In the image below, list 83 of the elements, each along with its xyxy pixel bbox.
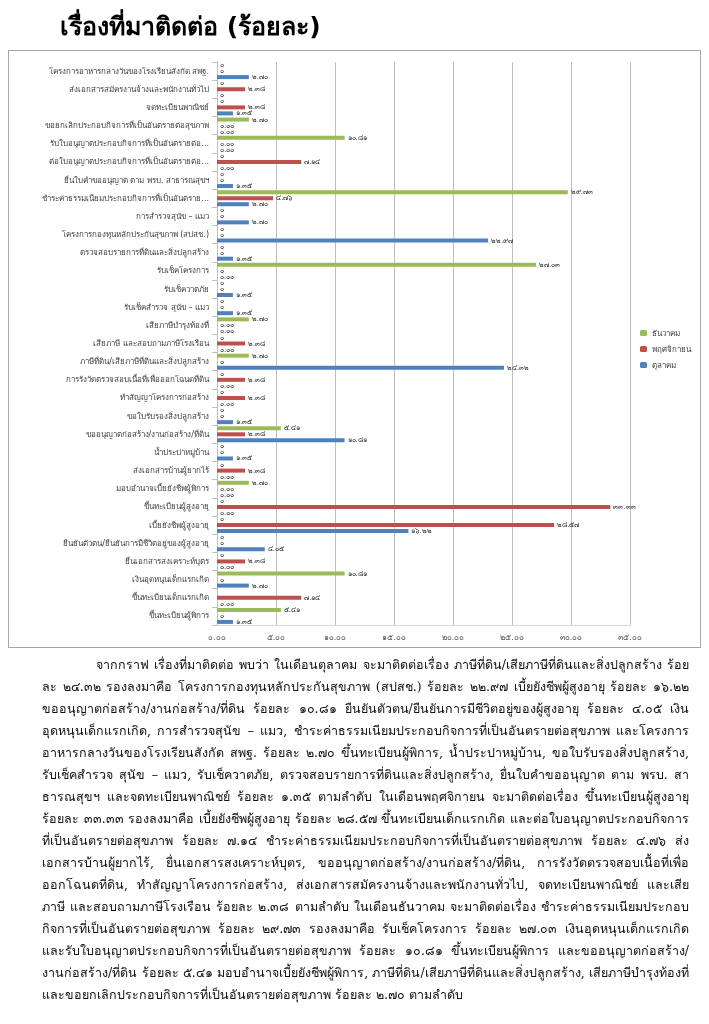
bar (217, 341, 246, 346)
bar (217, 220, 249, 225)
y-tick-label: รับเช็คโครงการ (157, 265, 210, 276)
y-tick-label: ยื่นใบคำขออนุญาต ตาม พรบ. สาธารณสุขฯ (63, 173, 209, 185)
bar (217, 559, 246, 564)
bar (217, 420, 233, 425)
bar (217, 595, 302, 600)
x-tick-label: ๓๐.๐๐ (559, 632, 583, 642)
bar (217, 583, 249, 588)
bar (217, 75, 249, 80)
x-tick-label: ๑๕.๐๐ (382, 632, 406, 642)
x-tick-label: ๒๕.๐๐ (500, 632, 524, 642)
bar (217, 87, 246, 92)
bar (217, 196, 274, 201)
bar (217, 547, 265, 552)
y-tick-label: น้ำประปาหมู่บ้าน (154, 445, 210, 458)
x-tick-label: ๓๕.๐๐ (618, 632, 642, 642)
bar (217, 190, 568, 195)
y-tick-label: ขึ้นทะเบียนผู้พิการ (149, 609, 210, 622)
bar (217, 317, 249, 322)
y-tick-label: ส่งเอกสารบ้านผู้ยากไร้ (133, 466, 210, 477)
bar (217, 619, 233, 624)
y-tick-label: เสียภาษีบำรุงท้องที่ (146, 318, 209, 330)
bar (217, 184, 233, 189)
x-tick-label: ๐.๐๐ (208, 632, 226, 642)
legend-label: พฤศจิกายน (652, 344, 692, 354)
y-tick-label: ยื่นเอกสารสงเคราะห์บุตร (125, 554, 210, 566)
x-tick-label: ๕.๐๐ (266, 632, 286, 642)
legend-label: ธันวาคม (652, 328, 680, 338)
y-tick-label: การสำรวจสุนัข – แมว (135, 211, 209, 221)
y-tick-label: ชำระค่าธรรมเนียมประกอบกิจการที่เป็นอันตราย... (42, 191, 209, 203)
bar (217, 456, 233, 461)
bar (217, 111, 233, 116)
y-tick-label: ส่งเอกสารสมัครงานจ้างและพนักงานทั่วไป (69, 82, 209, 94)
bar (217, 353, 249, 358)
y-tick-label: ตรวจสอบรายการที่ดินและสิ่งปลูกสร้าง (80, 246, 209, 259)
text: จากกราฟ เรื่องที่มาติดต่อ พบว่า ในเดือนตุลาคม จะมาติดต่อเรื่อง ภาษีที่ดิน/เสียภาษีที่ดินและสิ่งปลูกสร้าง ร้อยละ ๒๔.๓๒ รองลงมาคือ โครงการกองทุนหลักประกันสุขภาพ (สปสช.) ร้อยละ ๒๒.๙๗ เบี้ยยังชีพผู้สูงอายุ ร้อยละ ๑๖.๒๒ ขออนุญาตก่อสร้าง/งานก่อสร้าง/ที่ดิน ร้อยละ ๑๐.๘๑ ยืนยันตัวตน/ยืนยันการมีชีวิตอยู่ของผู้สูงอายุ ร้อยละ ๔.๐๕ เงินอุดหนุนเด็กแรกเกิด, การสำรวจสุนัข – แมว, ชำระค่าธรรมเนียมประกอบกิจการที่เป็นอันตรายต่อสุขภาพ และโครงการอาหารกลางวันของโรงเรียนสังกัด สพฐ. ร้อยละ ๒.๗๐ ขึ้นทะเบียนผู้พิการ, น้ำประปาหมู่บ้าน, ขอใบรับรองสิ่งปลูกสร้าง, รับเช็คสำรวจ สุนัข – แมว, รับเช็ควาตภัย, ตรวจสอบรายการที่ดินและสิ่งปลูกสร้าง, ยื่นใบคำขออนุญาต ตาม พรบ. สาธารณสุขฯ และจดทะเบียนพาณิชย์ ร้อยละ ๑.๓๕ ตามลำดับ ในเดือนพฤศจิกายน จะมาติดต่อเรื่อง ขึ้นทะเบียนผู้สูงอายุ ร้อยละ ๓๓.๓๓ รองลงมาคือ เบี้ยยังชีพผู้สูงอายุ ร้อยละ ๒๘.๕๗ ขึ้นทะเบียนเด็กแรกเกิด และต่อใบอนุญาตประกอบกิจการที่เป็นอันตรายต่อสุขภาพ ร้อยละ ๗.๑๔ ชำระค่าธรรมเนียมประกอบกิจการที่เป็นอันตรายต่อสุขภาพ ร้อยละ ๔.๗๖ ส่งเอกสารบ้านผู้ยากไร้, ยื่นเอกสารสงเคราะห์บุตร, ขออนุญาตก่อสร้าง/งานก่อสร้าง/ที่ดิน, การรังวัดตรวจสอบเนื้อที่เพื่อออกโฉนดที่ดิน, ทำสัญญาโครงการก่อสร้าง, ส่งเอกสารสมัครงานจ้างและพนักงานทั่วไป, จดทะเบียนพาณิชย์ และเสียภาษี และสอบถามภาษีโรงเรือน ร้อยละ ๒.๓๘ ตามลำดับ ในเดือนธันวาคม จะมาติดต่อเรื่อง ชำระค่าธรรมเนียมประกอบกิจการที่เป็นอันตรายต่อสุขภาพ ร้อยละ ๒๙.๗๓ รองลงมาคือ รับเช็คโครงการ ร้อยละ ๒๗.๐๓ เงินอุดหนุนเด็กแรกเกิด และรับใบอนุญาตประกอบกิจการที่เป็นอันตรายต่อสุขภาพ ร้อยละ ๑๐.๘๑ ขึ้นทะเบียนผู้พิการ และขออนุญาตก่อสร้าง/งานก่อสร้าง/ที่ดิน ร้อยละ ๕.๔๑ มอบอำนาจเบี้ยยังชีพผู้พิการ, ภาษีที่ดิน/เสียภาษีที่ดินและสิ่งปลูกสร้าง, เสียภาษีบำรุงท้องที่ และขอยกเลิกประกอบกิจการที่เป็นอันตรายต่อสุขภาพ ร้อยละ ๒.๗๐ ตามลำดับ (42, 657, 689, 1002)
bar (217, 377, 246, 382)
y-tick-label: มอบอำนาจเบี้ยยังชีพผู้พิการ (116, 482, 210, 495)
y-tick-label: รับเช็ควาตภัย (164, 283, 209, 294)
y-tick-label: รับใบอนุญาตประกอบกิจการที่เป็นอันตรายต่อ... (50, 137, 209, 149)
x-tick-label: ๒๐.๐๐ (441, 632, 465, 642)
y-tick-label: โครงการกองทุนหลักประกันสุขภาพ (สปสช.) (61, 229, 209, 240)
y-tick-label: ทำสัญญาโครงการก่อสร้าง (120, 392, 209, 403)
bar (217, 293, 233, 298)
x-tick-label: ๑๐.๐๐ (323, 632, 347, 642)
y-tick-label: รับเช็คสำรวจ สุนัข – แมว (124, 301, 209, 312)
bar (217, 607, 281, 612)
y-tick-label: จดทะเบียนพาณิชย์ (146, 101, 209, 112)
bar (217, 438, 345, 443)
bar (217, 105, 246, 110)
bar (217, 432, 246, 437)
bar (217, 202, 249, 207)
bar (217, 523, 555, 528)
y-tick-label: ขึ้นทะเบียนผู้สูงอายุ (144, 500, 209, 513)
bar (217, 529, 409, 534)
bar (217, 135, 345, 140)
bar (217, 311, 233, 316)
bar (217, 256, 233, 261)
bar (217, 238, 489, 243)
bar (217, 159, 302, 164)
bar (217, 365, 504, 370)
y-tick-label: เสียภาษี และสอบถามภาษีโรงเรือน (93, 338, 210, 348)
y-tick-label: เงินอุดหนุนเด็กแรกเกิด (132, 574, 209, 585)
y-tick-label: ขอใบรับรองสิ่งปลูกสร้าง (127, 409, 209, 422)
y-tick-label: โครงการอาหารกลางวันของโรงเรียนสังกัด สพฐ. (48, 65, 209, 76)
y-tick-label: ยืนยันตัวตน/ยืนยันการมีชีวิตอยู่ของผู้สูงอายุ (63, 538, 209, 549)
bar (217, 262, 536, 267)
y-tick-label: ขออนุญาตก่อสร้าง/งานก่อสร้าง/ที่ดิน (85, 427, 210, 439)
y-tick-label: ต่อใบอนุญาตประกอบกิจการที่เป็นอันตรายต่อ... (49, 155, 209, 167)
bar (217, 571, 345, 576)
bar (217, 468, 246, 473)
y-tick-label: ภาษีที่ดิน/เสียภาษีที่ดินและสิ่งปลูกสร้าง (80, 355, 209, 368)
y-tick-label: ขอยกเลิกประกอบกิจการที่เป็นอันตรายต่อสุขภาพ (45, 119, 209, 131)
y-tick-label: การรังวัดตรวจสอบเนื้อที่เพื่อออกโฉนดที่ดิน (66, 373, 210, 385)
bar (217, 426, 281, 431)
bar (217, 504, 611, 509)
y-tick-label: เบี้ยยังชีพผู้สูงอายุ (149, 518, 209, 531)
bar (217, 117, 249, 122)
y-tick-label: ขึ้นทะเบียนเด็กแรกเกิด (132, 591, 209, 603)
bar (217, 480, 249, 485)
legend-label: ตุลาคม (652, 360, 676, 370)
bar (217, 395, 246, 400)
